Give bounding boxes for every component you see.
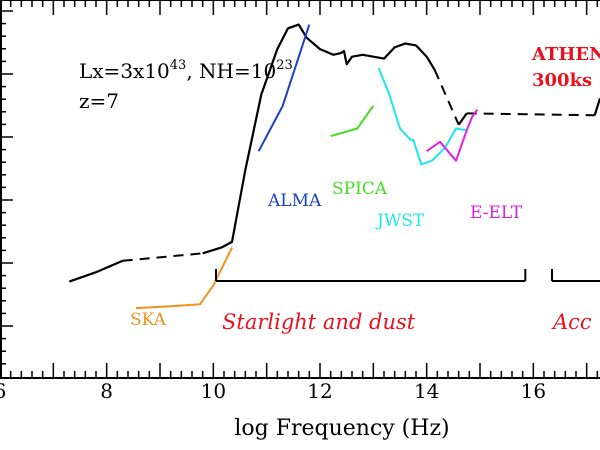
x-tick-label: 10 xyxy=(201,379,226,403)
param-nh-exponent: 23 xyxy=(276,58,293,73)
series-line-eelt xyxy=(426,109,479,162)
param-lx-prefix: Lx=3x10 xyxy=(79,59,170,83)
sed-curve-solid xyxy=(202,23,436,255)
chart-marks xyxy=(68,23,600,310)
param-lx-exponent: 43 xyxy=(170,58,187,73)
series-label-alma: ALMA xyxy=(267,191,322,211)
series-label-jwst: JWST xyxy=(375,211,425,231)
sed-curve-solid xyxy=(457,112,468,126)
athena-label-line1: ATHEN xyxy=(531,44,600,65)
series-line-alma xyxy=(257,24,311,152)
x-tick-label: 12 xyxy=(307,379,332,403)
x-tick-label: 8 xyxy=(100,379,113,403)
x-tick-label: 6 xyxy=(0,379,6,403)
region-accretion-label: Acc xyxy=(551,310,592,334)
chart-axes: 6 8 10 12 14 16 xyxy=(0,0,600,403)
athena-label-line2: 300ks xyxy=(532,70,592,91)
series-line-ska xyxy=(135,247,233,310)
sed-curve-dashed xyxy=(466,112,595,117)
series-label-spica: SPICA xyxy=(332,179,388,199)
x-axis-title: log Frequency (Hz) xyxy=(234,416,449,441)
series-label-ska: SKA xyxy=(130,310,167,330)
series-line-spica xyxy=(330,105,375,138)
param-nh-prefix: , NH=10 xyxy=(186,59,276,83)
sed-curve-dashed xyxy=(433,69,460,126)
sed-curve-solid xyxy=(593,97,600,116)
sed-curve-solid xyxy=(68,259,124,283)
series-label-eelt: E-ELT xyxy=(470,203,523,223)
series-line-jwst xyxy=(377,67,467,166)
x-tick-label: 14 xyxy=(414,379,439,403)
params-annotation: Lx=3x1043, NH=1023 xyxy=(79,58,293,83)
region-starlight-label: Starlight and dust xyxy=(222,310,416,334)
x-tick-label: 16 xyxy=(521,379,546,403)
redshift-annotation: z=7 xyxy=(79,89,119,113)
sed-curve-dashed xyxy=(122,252,203,262)
